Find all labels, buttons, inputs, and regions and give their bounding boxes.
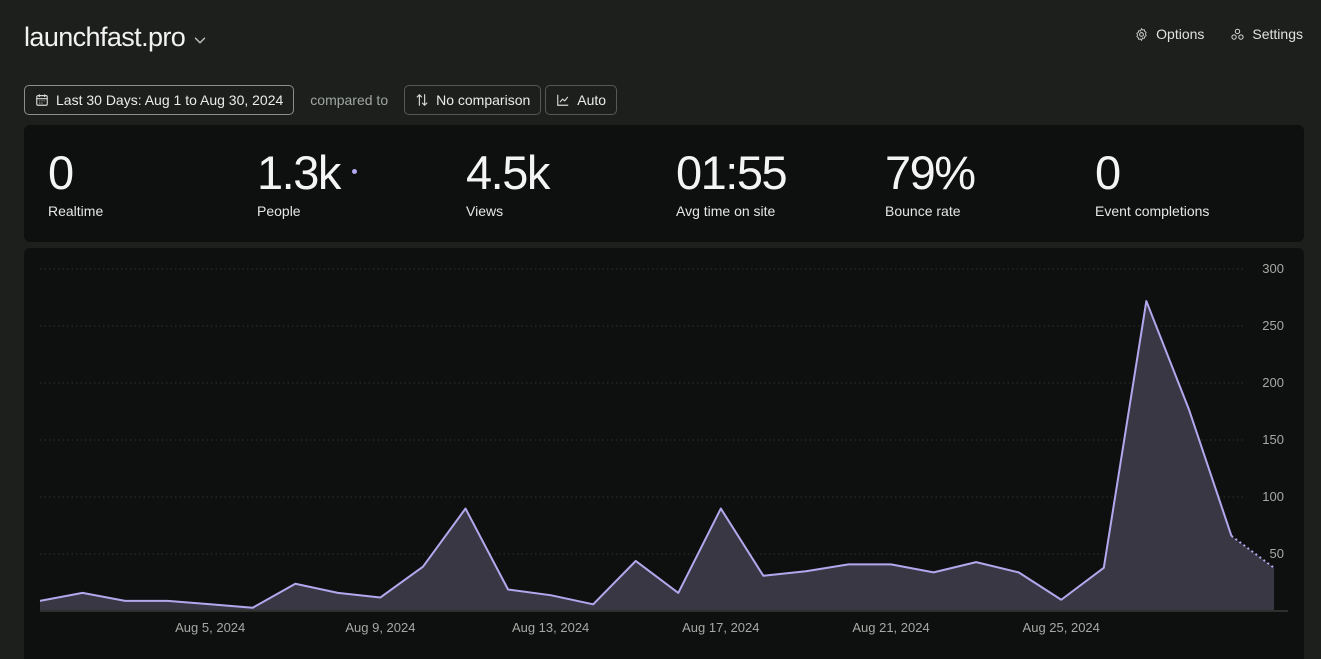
x-tick-label: Aug 25, 2024	[1023, 620, 1100, 635]
granularity-button[interactable]: Auto	[545, 85, 618, 115]
stat-label: Event completions	[1095, 203, 1210, 219]
stat-value: 0	[48, 146, 74, 199]
stat-event-completions[interactable]: 0 Event completions	[1095, 146, 1210, 220]
x-tick-label: Aug 13, 2024	[512, 620, 589, 635]
gear-icon	[1136, 27, 1147, 41]
x-tick-label: Aug 9, 2024	[345, 620, 415, 635]
stat-label: Avg time on site	[676, 203, 776, 219]
stat-avg-time[interactable]: 01:55 Avg time on site	[676, 146, 788, 220]
y-tick-label: 300	[1262, 261, 1284, 276]
compared-to-label: compared to	[310, 92, 389, 108]
comparison-label: No comparison	[436, 92, 531, 108]
views-area-chart[interactable]: 50 100 150 200 250 300 Aug 5, 2024 Aug 9, 2024 A…	[24, 248, 1304, 659]
stat-value: 1.3k	[257, 146, 341, 199]
options-label: Options	[1156, 26, 1205, 42]
line-chart-icon	[557, 94, 569, 106]
series-area	[40, 301, 1274, 610]
stat-value: 4.5k	[466, 146, 550, 199]
stat-views[interactable]: 4.5k Views	[466, 146, 550, 220]
granularity-label: Auto	[577, 92, 607, 108]
series-line	[39, 300, 1233, 609]
y-tick-label: 50	[1270, 546, 1284, 561]
active-dot-icon	[351, 168, 357, 174]
compare-arrows-icon	[416, 94, 428, 106]
y-tick-label: 150	[1262, 432, 1284, 447]
x-tick-label: Aug 17, 2024	[682, 620, 759, 635]
comparison-button[interactable]: No comparison	[404, 85, 542, 115]
stat-label: Realtime	[48, 203, 104, 219]
stat-people[interactable]: 1.3k People	[257, 149, 357, 219]
settings-label: Settings	[1252, 26, 1303, 42]
stat-label: Views	[466, 203, 504, 219]
date-range-button[interactable]: Last 30 Days: Aug 1 to Aug 30, 2024	[24, 85, 295, 115]
series-line-partial	[1230, 535, 1275, 569]
site-name: launchfast.pro	[24, 22, 186, 52]
stat-value: 01:55	[676, 146, 788, 199]
top-actions: Options Settings	[1134, 26, 1303, 42]
stat-value: 0	[1095, 146, 1121, 199]
x-tick-label: Aug 21, 2024	[852, 620, 929, 635]
settings-button[interactable]: Settings	[1230, 26, 1303, 42]
chevron-down-icon	[194, 36, 206, 43]
top-bar: launchfast.pro Options Settings	[24, 22, 1303, 58]
date-range-label: Last 30 Days: Aug 1 to Aug 30, 2024	[56, 92, 284, 108]
stat-bounce-rate[interactable]: 79% Bounce rate	[885, 146, 976, 220]
stat-realtime[interactable]: 0 Realtime	[48, 146, 104, 220]
options-button[interactable]: Options	[1134, 26, 1204, 42]
site-selector[interactable]: launchfast.pro	[24, 22, 209, 53]
x-tick-label: Aug 5, 2024	[175, 620, 245, 635]
settings-icon	[1231, 28, 1245, 40]
stats-panel: 0 Realtime 1.3k People 4.5k Views 01:55 …	[24, 125, 1304, 242]
filter-bar: Last 30 Days: Aug 1 to Aug 30, 2024 comp…	[24, 85, 618, 115]
stat-label: People	[257, 203, 301, 219]
y-tick-label: 100	[1262, 489, 1284, 504]
stat-value: 79%	[885, 146, 976, 199]
chart-card: 50 100 150 200 250 300 Aug 5, 2024 Aug 9, 2024 A…	[24, 248, 1304, 659]
calendar-icon	[36, 94, 48, 106]
stat-value-wrap: 1.3k	[257, 149, 357, 197]
y-tick-label: 200	[1262, 375, 1284, 390]
y-tick-label: 250	[1262, 318, 1284, 333]
stat-label: Bounce rate	[885, 203, 961, 219]
